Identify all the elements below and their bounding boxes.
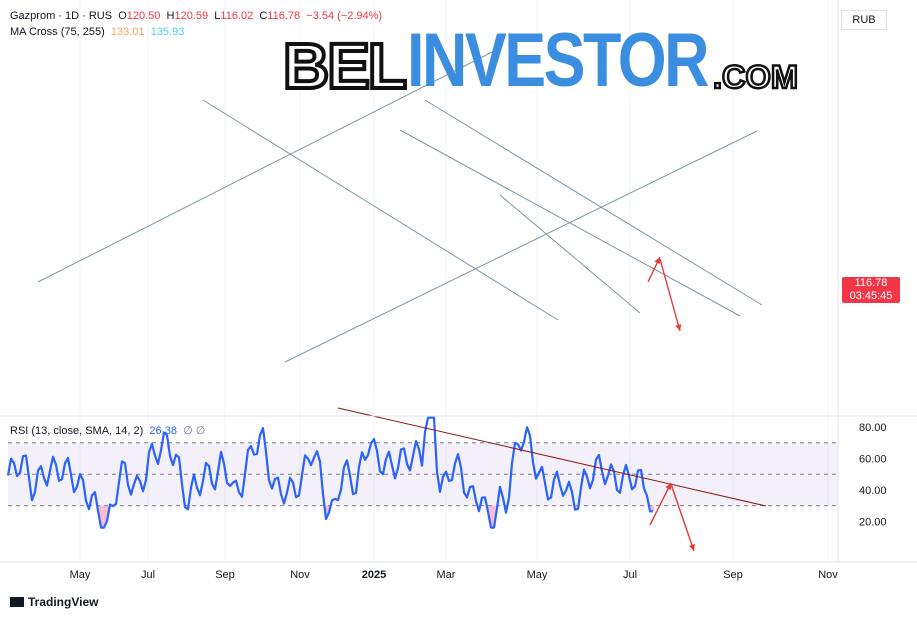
close-label: C	[259, 10, 268, 22]
countdown: 03:45:45	[849, 290, 893, 302]
last-price-tag: 116.78 03:45:45	[842, 277, 900, 303]
tradingview-icon	[10, 597, 24, 607]
rsi-pane	[6, 407, 838, 529]
time-tick-label: Nov	[290, 569, 310, 581]
axes: 210.00190.00170.00150.00140.00128.00106.…	[0, 0, 917, 581]
trendline	[284, 130, 758, 363]
time-tick-label: Mar	[437, 569, 456, 581]
time-tick-label: Sep	[215, 569, 235, 581]
trendline	[37, 47, 501, 283]
low-label: L	[214, 10, 221, 22]
arrow-shaft	[670, 483, 695, 552]
forecast-arrows	[647, 256, 695, 552]
rsi-tick-label: 40.00	[859, 485, 887, 497]
currency-button[interactable]: RUB	[841, 10, 887, 30]
trendline	[499, 194, 641, 314]
arrow-head	[654, 257, 661, 264]
rsi-label: RSI (13, close, SMA, 14, 2)	[10, 425, 144, 437]
tradingview-label: TradingView	[28, 595, 99, 609]
ma-fast-value: 133.01	[110, 26, 145, 38]
rsi-tick-label: 60.00	[859, 454, 887, 466]
arrow-head	[665, 483, 671, 490]
time-tick-label: Sep	[723, 569, 743, 581]
symbol-line: Gazprom · 1D · RUS	[10, 10, 113, 22]
grid	[79, 0, 829, 562]
rsi-tick-label: 20.00	[859, 516, 887, 528]
time-tick-label: May	[70, 569, 91, 581]
rsi-settings-icon[interactable]: ∅ ∅	[183, 425, 206, 437]
trendlines	[37, 47, 763, 363]
ma-label: MA Cross (75, 255)	[10, 26, 105, 38]
time-tick-label: Jul	[141, 569, 155, 581]
time-tick-label: Jul	[623, 569, 637, 581]
arrow-shaft	[659, 258, 681, 332]
symbol-legend: Gazprom · 1D · RUS O120.50 H120.59 L116.…	[10, 9, 382, 23]
high-value: 120.59	[174, 10, 209, 22]
last-price: 116.78	[854, 277, 888, 289]
arrow-head	[689, 544, 695, 551]
tradingview-logo[interactable]: TradingView	[10, 595, 98, 609]
time-tick-label: 2025	[362, 569, 386, 581]
arrow-head	[675, 324, 682, 331]
rsi-value: 26.38	[149, 425, 177, 437]
rsi-tick-label: 80.00	[859, 422, 887, 434]
high-label: H	[166, 10, 175, 22]
ma-slow-value: 135.93	[150, 26, 185, 38]
open-value: 120.50	[126, 10, 161, 22]
rsi-legend: RSI (13, close, SMA, 14, 2) 26.38 ∅ ∅	[10, 424, 205, 438]
arrow-shaft	[649, 482, 672, 526]
rsi-trendline	[337, 407, 767, 507]
close-value: 116.78	[267, 10, 301, 22]
time-tick-label: Nov	[818, 569, 838, 581]
open-label: O	[118, 10, 127, 22]
low-value: 116.02	[220, 10, 254, 22]
trendline	[424, 99, 763, 306]
time-tick-label: May	[527, 569, 548, 581]
change-value: −3.54 (−2.94%)	[306, 10, 383, 22]
trendline	[202, 99, 559, 321]
trendline	[399, 129, 741, 317]
ma-legend: MA Cross (75, 255) 133.01 135.93	[10, 25, 184, 39]
rsi-line	[6, 416, 653, 529]
